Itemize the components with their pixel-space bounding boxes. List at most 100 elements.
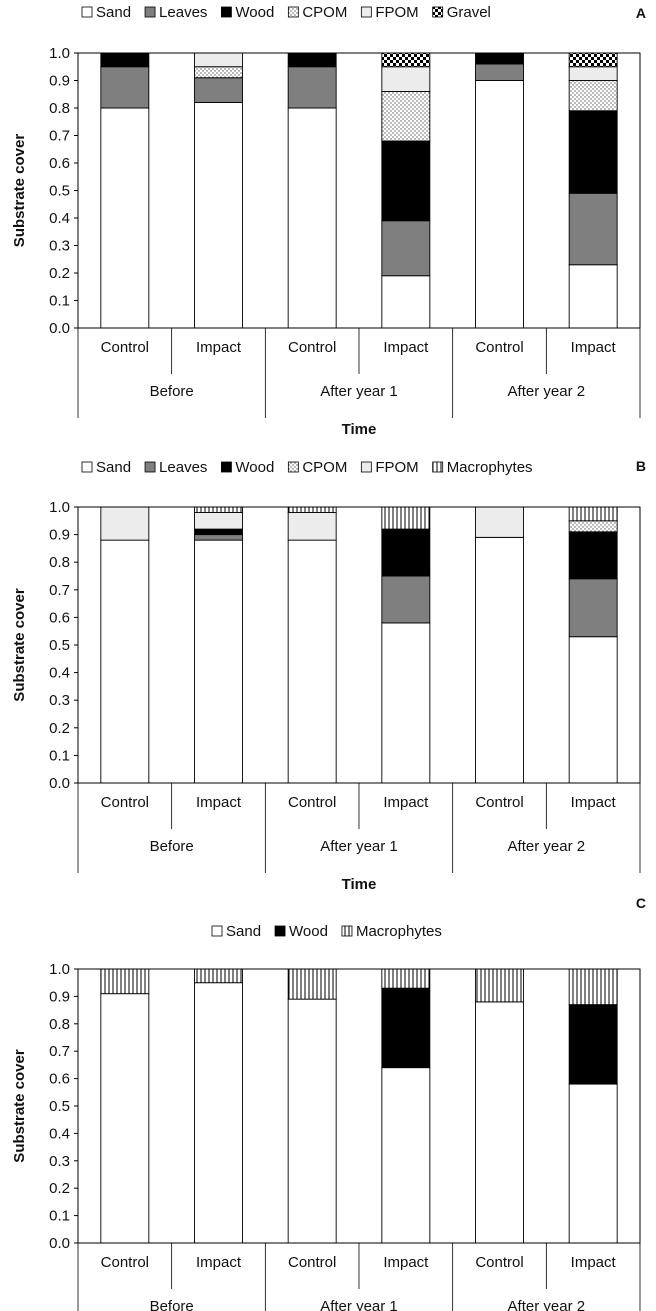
x-category-label: Impact (196, 794, 242, 811)
bar-segment-wood (287, 52, 337, 68)
bar-segment-wood (381, 528, 431, 577)
bar-segment-fpom (287, 512, 337, 541)
bar-segment-fpom (475, 506, 524, 538)
legend-label-cpom: CPOM (302, 459, 347, 476)
bar-segment-leaves (381, 220, 431, 277)
bar-segment-leaves (100, 66, 150, 109)
legend-swatch-wood (221, 6, 232, 18)
bar-segment-sand (475, 80, 524, 329)
y-tick-label: 0.3 (49, 1153, 70, 1170)
y-tick-label: 0.0 (49, 1235, 70, 1252)
y-tick-label: 0.6 (49, 155, 70, 172)
legend-label-gravel: Gravel (447, 4, 491, 21)
legend-label-fpom: FPOM (375, 4, 418, 21)
legend-label-wood: Wood (235, 459, 274, 476)
y-tick-label: 0.1 (49, 747, 70, 764)
legend-swatch-wood (274, 925, 286, 937)
x-group-label: Before (150, 383, 194, 400)
bar-segment-sand (287, 539, 337, 784)
bar-segment-wood (194, 528, 243, 536)
y-tick-label: 1.0 (49, 961, 70, 978)
y-tick-label: 0.5 (49, 183, 70, 200)
bar-segment-sand (194, 539, 243, 784)
y-axis-title: Substrate cover (11, 588, 28, 702)
x-group-label: After year 1 (320, 383, 398, 400)
panel-letter: C (636, 895, 646, 911)
bar-segment-fpom (381, 66, 431, 92)
bar-segment-sand (381, 275, 431, 329)
bar-segment-sand (194, 982, 243, 1244)
bar-segment-sand (100, 539, 150, 784)
bar-segment-leaves (568, 192, 618, 266)
x-category-label: Control (101, 339, 149, 356)
y-tick-label: 0.7 (49, 582, 70, 599)
legend-swatch-fpom (360, 461, 372, 473)
y-axis-title: Substrate cover (11, 1049, 28, 1163)
bar-segment-macrophytes (287, 968, 337, 1000)
x-axis-title: Time (342, 421, 377, 438)
legend-swatch-fpom (360, 6, 372, 18)
x-category-label: Control (288, 339, 336, 356)
legend-label-fpom: FPOM (375, 459, 418, 476)
x-group-label: After year 1 (320, 838, 398, 855)
x-axis-title: Time (342, 876, 377, 893)
legend-label-macrophytes: Macrophytes (356, 923, 442, 940)
y-tick-label: 0.8 (49, 554, 70, 571)
legend-label-sand: Sand (96, 4, 131, 21)
y-tick-label: 0.7 (49, 1043, 70, 1060)
legend-label-sand: Sand (96, 459, 131, 476)
x-category-label: Impact (571, 1254, 617, 1271)
x-group-label: After year 1 (320, 1298, 398, 1311)
legend-label-leaves: Leaves (159, 459, 207, 476)
panel-letter: A (636, 5, 646, 21)
legend-label-sand: Sand (226, 923, 261, 940)
x-group-label: After year 2 (508, 838, 586, 855)
bar-segment-fpom (100, 506, 150, 541)
y-tick-label: 0.2 (49, 265, 70, 282)
y-tick-label: 0.6 (49, 609, 70, 626)
bar-segment-macrophytes (194, 506, 243, 513)
bar-segment-leaves (194, 534, 243, 541)
bar-segment-sand (287, 998, 337, 1244)
bar-segment-wood (381, 140, 431, 222)
bar-segment-leaves (475, 63, 524, 81)
y-tick-label: 0.5 (49, 637, 70, 654)
y-tick-label: 0.9 (49, 527, 70, 544)
bar-segment-macrophytes (287, 506, 337, 513)
bar-segment-sand (568, 1083, 618, 1244)
y-tick-label: 0.7 (49, 128, 70, 145)
y-tick-label: 0.2 (49, 720, 70, 737)
x-category-label: Impact (196, 339, 242, 356)
legend-swatch-gravel (432, 6, 444, 18)
y-tick-label: 0.1 (49, 1208, 70, 1225)
x-category-label: Impact (383, 1254, 429, 1271)
legend-swatch-sand (211, 925, 223, 937)
y-tick-label: 0.0 (49, 320, 70, 337)
panel-letter: B (636, 458, 646, 474)
y-tick-label: 0.3 (49, 238, 70, 255)
x-category-label: Control (288, 794, 336, 811)
bar-segment-sand (568, 636, 618, 784)
y-tick-label: 0.1 (49, 293, 70, 310)
legend-swatch-cpom (287, 461, 299, 473)
x-category-label: Control (101, 794, 149, 811)
legend: Sand Wood Macrophytes (211, 923, 442, 940)
legend: Sand Leaves Wood CPOM FPOM Macrophytes (81, 459, 533, 476)
y-axis-title: Substrate cover (11, 134, 28, 248)
legend-swatch-wood (221, 461, 232, 473)
bar-segment-sand (194, 102, 243, 329)
legend-swatch-macrophytes (341, 925, 353, 937)
legend-swatch-macrophytes (432, 461, 444, 473)
bar-segment-sand (568, 264, 618, 329)
chart-panel-b: B Sand Leaves Wood CPOM FPOM Macrophytes Substr… (11, 458, 646, 893)
plot-frame (77, 52, 641, 329)
bar-segment-wood (568, 531, 618, 580)
y-tick-label: 0.2 (49, 1180, 70, 1197)
legend-label-wood: Wood (289, 923, 328, 940)
x-category-label: Control (288, 1254, 336, 1271)
bar-segment-cpom (568, 80, 618, 112)
bar-segment-sand (381, 1067, 431, 1244)
y-tick-label: 0.8 (49, 1016, 70, 1033)
bar-segment-wood (475, 52, 524, 65)
